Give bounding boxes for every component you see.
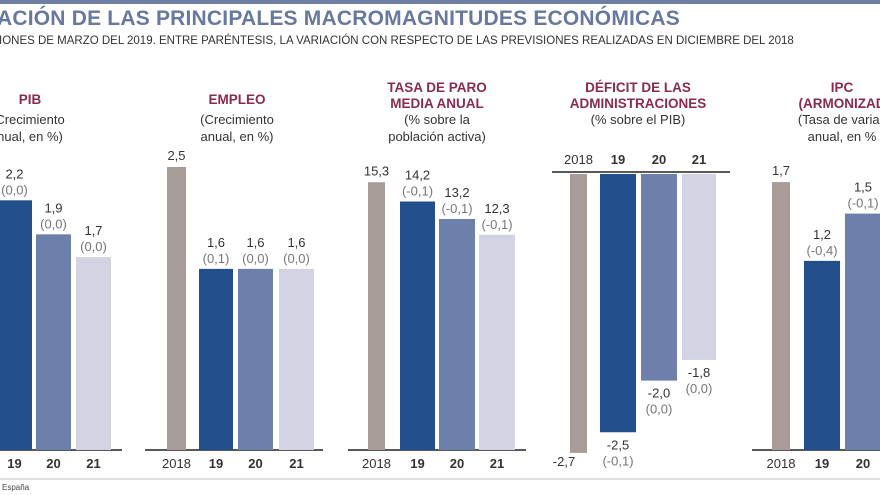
tick-label: 20 — [652, 152, 666, 167]
tick-label: 21 — [490, 456, 504, 471]
bar-21 — [279, 268, 314, 450]
variation-label: (0,0) — [242, 251, 269, 266]
bar-2018 — [368, 182, 385, 450]
panel-subtitle: población activa) — [388, 129, 486, 144]
bar-19 — [804, 260, 840, 450]
variation-label: (0,1) — [203, 251, 230, 266]
panel-title: (ARMONIZAD — [799, 96, 880, 111]
panel-title: EMPLEO — [208, 92, 265, 107]
source-label: España — [2, 483, 30, 492]
bar-21 — [76, 257, 111, 450]
panel-title: MEDIA ANUAL — [390, 96, 484, 111]
tick-label: 20 — [46, 456, 60, 471]
bar-20 — [439, 219, 475, 450]
variation-label: (0,0) — [80, 239, 107, 254]
tick-label: 19 — [7, 456, 21, 471]
value-label: 1,5 — [854, 180, 872, 195]
value-label: 2,2 — [5, 166, 23, 181]
value-label: 1,7 — [84, 223, 102, 238]
tick-label: 21 — [86, 456, 100, 471]
tick-label: 20 — [450, 456, 464, 471]
value-label: 1,6 — [246, 235, 264, 250]
value-label: 1,7 — [772, 163, 790, 178]
tick-label: 19 — [410, 456, 424, 471]
chart-subtitle: IONES DE MARZO DEL 2019. ENTRE PARÉNTESI… — [0, 35, 794, 47]
variation-label: (-0,1) — [847, 196, 878, 211]
tick-label: 2018 — [767, 456, 796, 471]
value-label: 13,2 — [444, 185, 469, 200]
tick-label: 2018 — [564, 152, 593, 167]
variation-label: (-0,1) — [441, 201, 472, 216]
panel-title: PIB — [19, 92, 42, 107]
chart-title: ACIÓN DE LAS PRINCIPALES MACROMAGNITUDES… — [0, 7, 680, 30]
panel-subtitle: (Crecimiento — [200, 112, 274, 127]
tick-label: 2018 — [162, 456, 191, 471]
panel-subtitle: nual, en %) — [0, 129, 63, 144]
bar-21 — [682, 174, 716, 360]
panel-title: DÉFICIT DE LAS — [585, 80, 691, 95]
panel-subtitle: (% sobre la — [404, 112, 471, 127]
bar-2018 — [772, 182, 790, 450]
bar-20 — [36, 234, 71, 450]
value-label: -2,7 — [553, 454, 575, 469]
tick-label: 19 — [815, 456, 829, 471]
value-label: -1,8 — [688, 365, 710, 380]
bar-19 — [600, 174, 636, 433]
variation-label: (0,0) — [40, 216, 67, 231]
panel-subtitle: anual, en %) — [201, 129, 274, 144]
variation-label: (0,0) — [646, 402, 673, 417]
bar-19 — [0, 200, 32, 450]
value-label: -2,5 — [607, 437, 629, 452]
bar-20 — [238, 268, 273, 450]
bar-19 — [199, 268, 233, 450]
bar-20 — [845, 213, 880, 450]
tick-label: 2018 — [362, 456, 391, 471]
variation-label: (0,0) — [686, 381, 713, 396]
bar-21 — [479, 234, 515, 450]
footer-divider — [0, 478, 880, 480]
panel-subtitle: (% sobre el PIB) — [591, 112, 686, 127]
tick-label: 19 — [611, 152, 625, 167]
header-rule — [0, 0, 880, 4]
tick-label: 21 — [289, 456, 303, 471]
value-label: 1,6 — [287, 235, 305, 250]
bar-2018 — [570, 174, 587, 453]
bar-20 — [641, 174, 677, 381]
panel-title: ADMINISTRACIONES — [570, 96, 707, 111]
panel-title: TASA DE PARO — [387, 80, 487, 95]
value-label: -2,0 — [648, 386, 670, 401]
bar-19 — [400, 201, 435, 450]
tick-label: 19 — [209, 456, 223, 471]
variation-label: (0,0) — [1, 182, 28, 197]
panel-subtitle: anual, en % — [808, 129, 877, 144]
value-label: 1,6 — [207, 235, 225, 250]
bar-2018 — [167, 167, 186, 450]
value-label: 15,3 — [364, 163, 389, 178]
variation-label: (-0,1) — [481, 217, 512, 232]
tick-label: 20 — [856, 456, 870, 471]
value-label: 2,5 — [167, 148, 185, 163]
value-label: 1,9 — [44, 200, 62, 215]
panel-subtitle: (Tasa de variac — [798, 112, 880, 127]
variation-label: (-0,4) — [806, 243, 837, 258]
value-label: 1,2 — [813, 227, 831, 242]
panel-subtitle: Crecimiento — [0, 112, 65, 127]
tick-label: 20 — [248, 456, 262, 471]
tick-label: 21 — [692, 152, 706, 167]
variation-label: (-0,1) — [402, 184, 433, 199]
variation-label: (0,0) — [283, 251, 310, 266]
value-label: 12,3 — [484, 201, 509, 216]
variation-label: (-0,1) — [602, 453, 633, 468]
value-label: 14,2 — [405, 168, 430, 183]
panel-title: IPC — [831, 80, 854, 95]
